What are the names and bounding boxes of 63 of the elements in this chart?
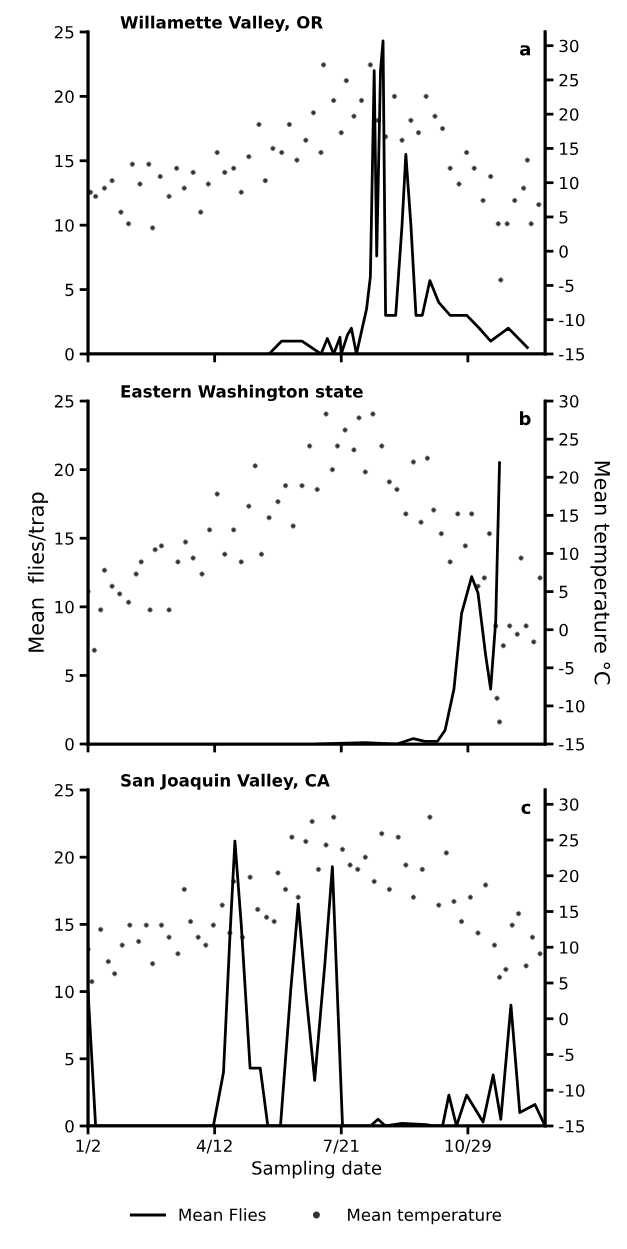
y2-tick-label: 20 <box>559 108 579 121</box>
y-tick-label: 20 <box>54 851 74 864</box>
y2-axis-title: Mean temperature °C <box>590 461 611 685</box>
y-tick-label: 20 <box>54 90 74 103</box>
y2-tick-label: 30 <box>559 798 579 811</box>
y2-tick-label: 15 <box>560 509 579 522</box>
y2-tick-label: -5 <box>559 279 574 293</box>
y-tick-label: 15 <box>55 532 74 545</box>
y2-tick-label: 0 <box>559 623 568 637</box>
y2-tick-label: 15 <box>560 905 579 919</box>
y2-tick-label: 20 <box>559 869 579 883</box>
x-tick-label: 1/2 <box>76 1139 100 1154</box>
y2-tick-label: 10 <box>560 547 579 561</box>
annotation: c <box>521 803 531 815</box>
y2-tick-label: 25 <box>559 73 579 87</box>
y-tick-label: 0 <box>65 347 74 361</box>
chart-title: Willamette Valley, OR <box>120 15 323 32</box>
annotation: b <box>520 411 531 426</box>
y-tick-label: 10 <box>55 219 74 232</box>
legend-label: Mean temperature <box>348 1208 501 1225</box>
y2-tick-label: 30 <box>559 39 579 53</box>
y-tick-label: 15 <box>55 918 74 931</box>
y-tick-label: 20 <box>54 463 74 477</box>
y2-tick-label: -5 <box>559 661 574 675</box>
y2-tick-label: 0 <box>559 1012 568 1026</box>
y2-tick-label: -5 <box>559 1048 574 1062</box>
y2-tick-label: 10 <box>560 176 579 190</box>
x-tick-label: 10/29 <box>445 1139 491 1154</box>
y2-tick-label: -10 <box>559 699 585 713</box>
chart-title: San Joaquin Valley, CA <box>121 773 330 790</box>
y-tick-label: 25 <box>54 395 74 408</box>
y-tick-label: 5 <box>65 283 74 297</box>
x-tick-label: 7/21 <box>323 1139 359 1154</box>
y-tick-label: 5 <box>65 669 74 682</box>
y2-tick-label: -15 <box>559 348 585 361</box>
annotation: a <box>519 45 530 56</box>
y2-tick-label: 0 <box>559 245 568 258</box>
y-tick-label: 15 <box>55 154 74 168</box>
y-tick-label: 0 <box>65 737 74 751</box>
chart-title: Eastern Washington state <box>121 384 363 402</box>
y2-tick-label: -10 <box>559 313 585 327</box>
y-tick-label: 5 <box>65 1052 74 1066</box>
y2-tick-label: 15 <box>560 142 579 156</box>
y2-tick-label: 5 <box>559 977 568 990</box>
y2-tick-label: 25 <box>559 433 579 446</box>
y2-tick-label: 5 <box>559 211 568 224</box>
y2-tick-label: 30 <box>559 395 579 408</box>
y-tick-label: 10 <box>55 600 74 614</box>
y2-tick-label: -15 <box>559 738 585 751</box>
x-axis-title: Sampling date <box>252 1160 382 1179</box>
y-tick-label: 25 <box>54 25 74 39</box>
y-tick-label: 0 <box>65 1119 74 1133</box>
y-tick-label: 25 <box>54 783 74 797</box>
y-tick-label: 10 <box>55 985 74 999</box>
y2-tick-label: 5 <box>559 585 568 599</box>
legend-label: Mean Flies <box>179 1208 266 1222</box>
x-tick-label: 4/12 <box>196 1139 232 1154</box>
y2-tick-label: 20 <box>559 471 579 484</box>
y2-tick-label: -15 <box>559 1120 585 1133</box>
y-axis-title: Mean flies/trap <box>27 492 49 652</box>
y2-tick-label: 10 <box>560 941 579 954</box>
y2-tick-label: 25 <box>559 833 579 847</box>
y2-tick-label: -10 <box>559 1084 585 1097</box>
